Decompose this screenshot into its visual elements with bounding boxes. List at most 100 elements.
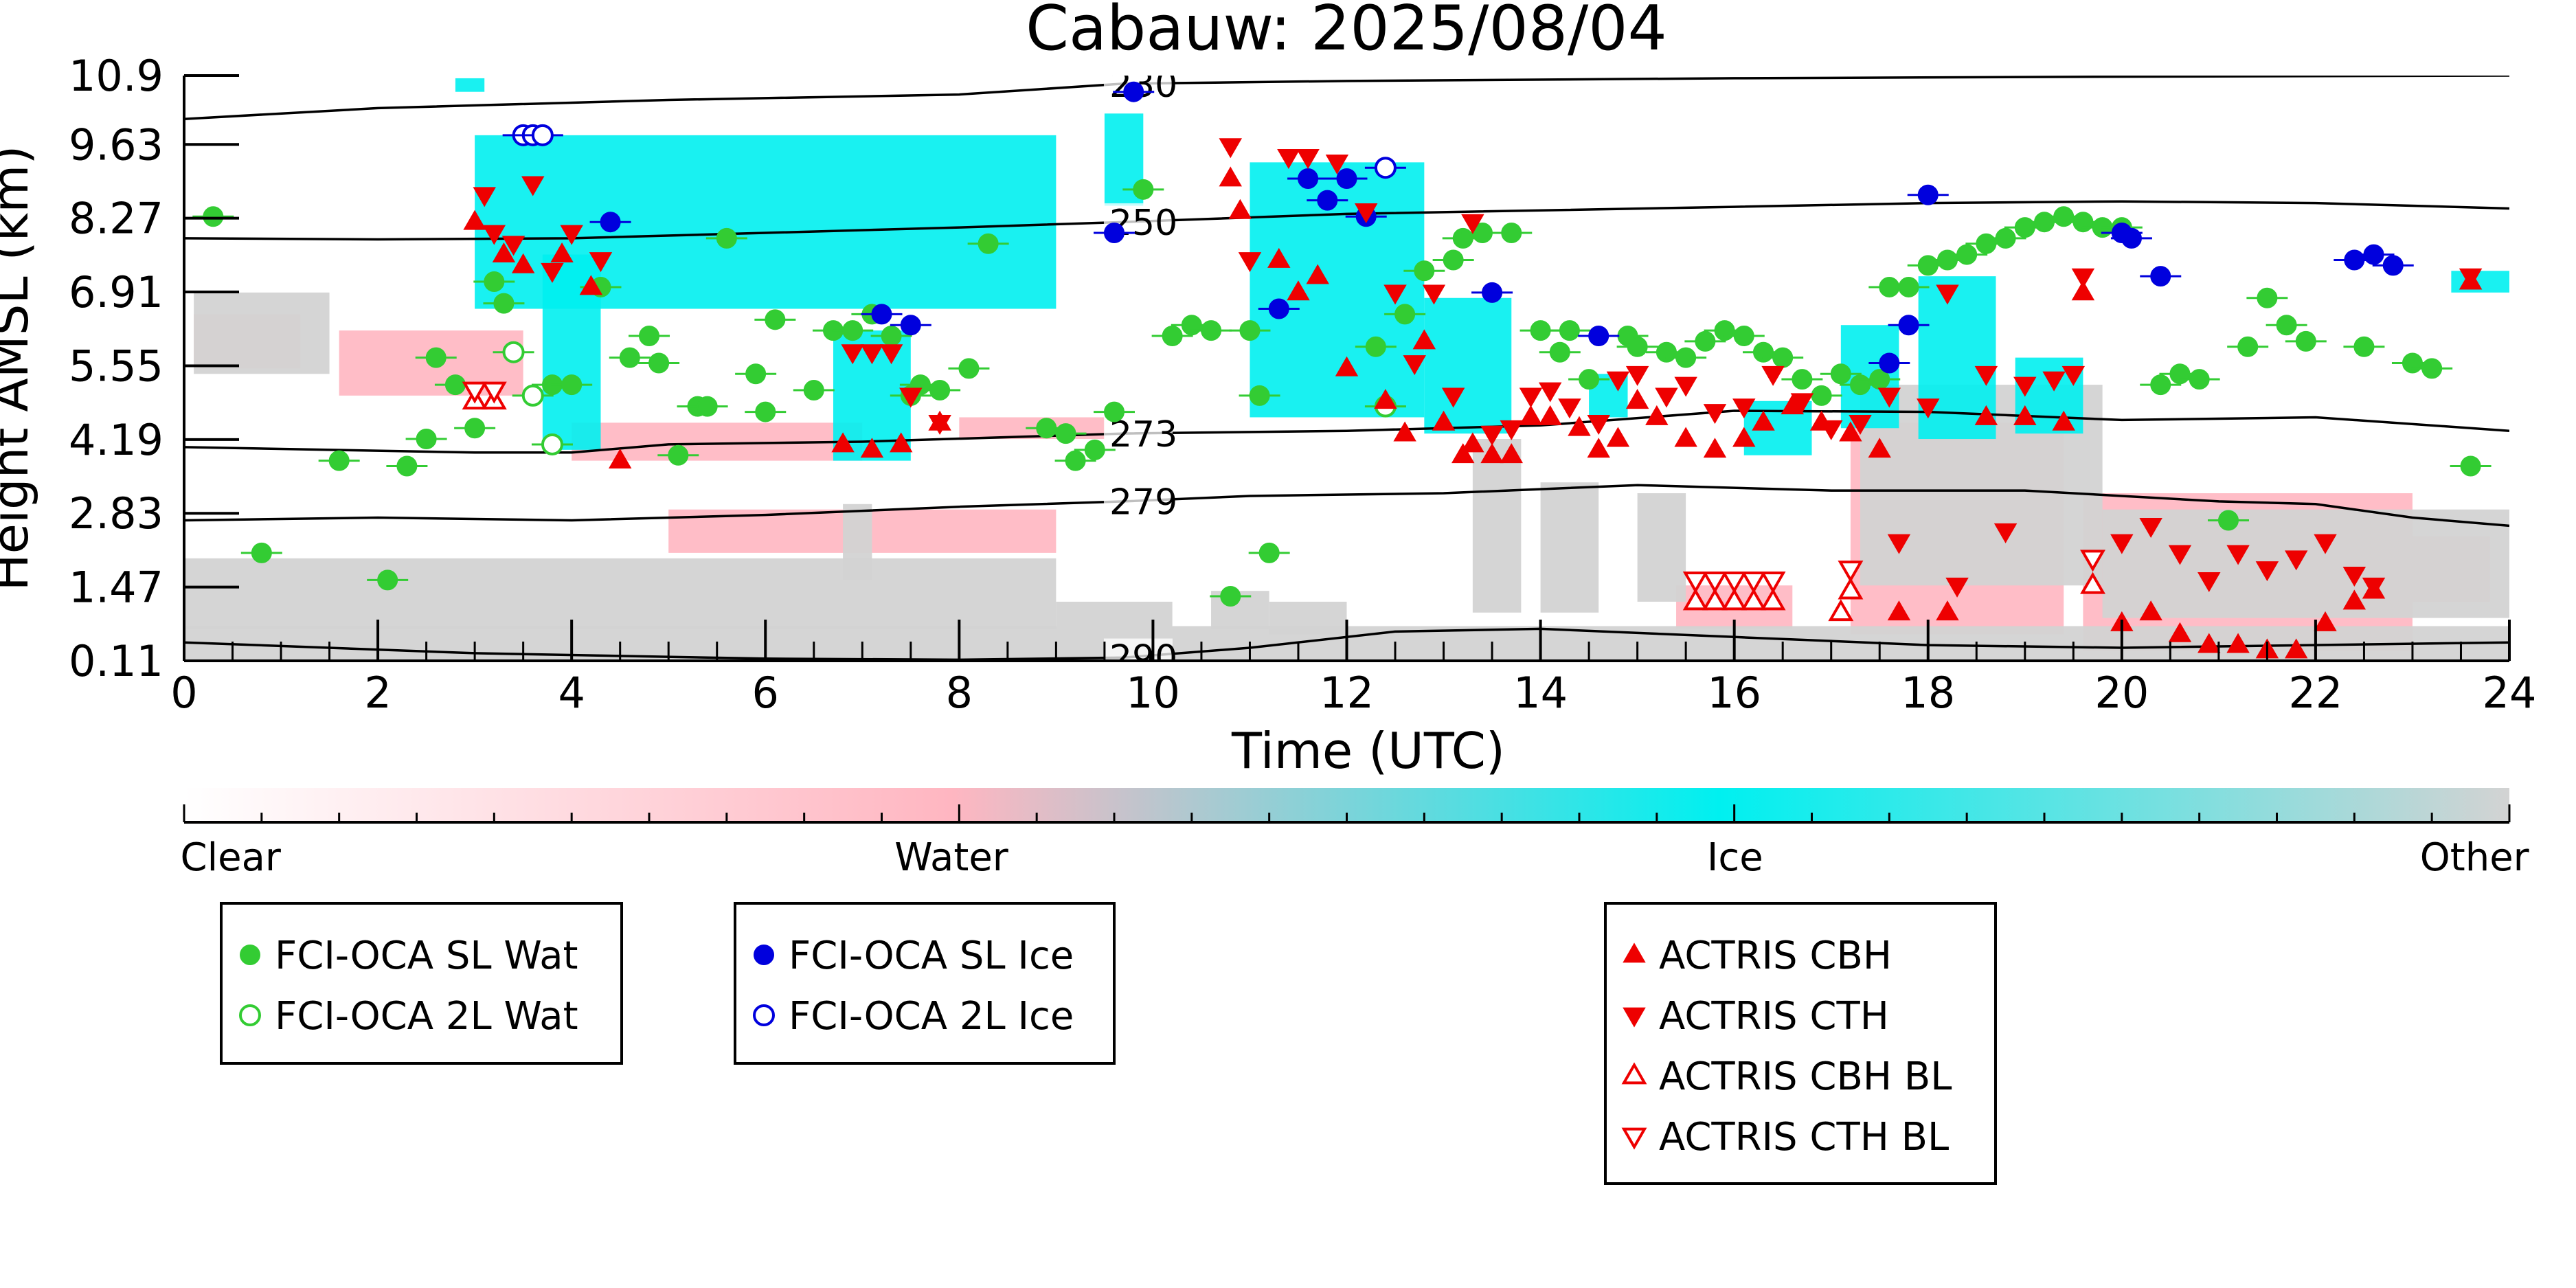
background-other-region xyxy=(1269,601,1347,635)
data-point xyxy=(1868,438,1891,458)
data-point xyxy=(958,358,980,379)
data-point xyxy=(1703,438,1727,458)
data-point xyxy=(1383,284,1407,305)
data-point xyxy=(1104,222,1125,243)
data-point xyxy=(608,449,632,469)
y-tick-label: 6.91 xyxy=(69,267,163,317)
data-point xyxy=(1732,427,1756,447)
data-point xyxy=(550,242,574,262)
data-point xyxy=(2276,315,2297,336)
data-point xyxy=(2363,244,2384,265)
y-tick-label: 1.47 xyxy=(69,563,163,613)
data-point xyxy=(1945,577,1969,598)
series-fci-oca-sl-ice xyxy=(589,81,2414,374)
data-point xyxy=(2362,577,2386,598)
data-point xyxy=(501,236,526,256)
background-other-region xyxy=(194,292,330,374)
isotherm-label-bg xyxy=(1103,482,1173,520)
data-point xyxy=(1239,320,1261,341)
data-point xyxy=(1201,320,1222,341)
data-point xyxy=(2150,374,2171,396)
data-point xyxy=(1702,571,1728,594)
data-point xyxy=(1414,260,1435,282)
data-point xyxy=(1306,264,1329,284)
data-point xyxy=(1645,405,1669,425)
data-point xyxy=(1811,385,1832,406)
background-ice-region xyxy=(455,78,485,92)
isotherm-label: 273 xyxy=(1109,414,1177,455)
data-point xyxy=(425,347,447,368)
data-point xyxy=(2072,212,2094,233)
background-other-region xyxy=(1540,482,1599,613)
data-point xyxy=(463,210,486,230)
data-point xyxy=(416,429,437,450)
data-point xyxy=(1238,252,1262,273)
data-point xyxy=(2402,352,2423,374)
data-point xyxy=(648,352,670,374)
data-point xyxy=(2071,268,2095,289)
background-other-region xyxy=(1472,439,1522,613)
data-point xyxy=(842,320,863,341)
data-point xyxy=(2460,455,2481,477)
data-point xyxy=(755,401,776,422)
x-tick-label: 20 xyxy=(2094,668,2149,718)
data-point xyxy=(1976,233,1997,254)
legend-frame xyxy=(220,902,623,1065)
data-point xyxy=(1752,341,1774,363)
data-point xyxy=(1625,365,1649,386)
data-point xyxy=(1403,355,1426,376)
data-point xyxy=(1538,382,1562,403)
legend-box: FCI-OCA SL Ice FCI-OCA 2L Ice xyxy=(734,902,1116,1065)
data-point xyxy=(1084,439,1105,460)
isotherm-line xyxy=(184,409,2509,454)
data-point xyxy=(1228,199,1252,219)
data-point xyxy=(1936,600,1959,621)
data-point xyxy=(1287,280,1310,301)
data-point xyxy=(589,252,613,273)
data-point xyxy=(1500,420,1524,440)
data-point xyxy=(928,414,951,435)
legend-entry-label: FCI-OCA SL Ice xyxy=(789,934,1074,978)
data-point xyxy=(1674,376,1697,397)
background-other-region xyxy=(184,558,1057,629)
data-point xyxy=(2342,589,2366,610)
data-point xyxy=(1790,393,1814,414)
data-point xyxy=(900,315,921,336)
data-point xyxy=(2226,545,2250,565)
data-point xyxy=(561,374,583,396)
y-tick-label: 5.55 xyxy=(69,341,163,391)
data-point xyxy=(1451,443,1475,464)
data-point xyxy=(1480,443,1504,464)
data-point xyxy=(1422,284,1446,305)
data-point xyxy=(668,444,689,466)
data-point xyxy=(2459,268,2483,289)
data-point xyxy=(2110,534,2134,554)
data-point xyxy=(1501,222,1522,243)
legend-entry-label: FCI-OCA 2L Wat xyxy=(275,994,578,1039)
data-point xyxy=(1830,363,1851,385)
data-point xyxy=(745,363,767,385)
data-point xyxy=(1296,149,1320,170)
data-point xyxy=(1732,398,1756,419)
data-point xyxy=(579,275,603,295)
data-point xyxy=(2034,212,2055,233)
data-point xyxy=(493,293,515,314)
x-tick-label: 12 xyxy=(1320,668,1374,718)
colorbar-label: Water xyxy=(894,835,1009,880)
data-point xyxy=(1623,942,1646,963)
data-point xyxy=(396,455,418,477)
data-point xyxy=(1394,304,1416,325)
data-point xyxy=(1219,138,1242,159)
data-point xyxy=(754,945,774,965)
x-tick-label: 6 xyxy=(752,668,779,718)
data-point xyxy=(1519,405,1543,425)
data-point xyxy=(1219,166,1242,187)
data-point xyxy=(1898,276,1919,297)
data-point xyxy=(1721,571,1748,594)
background-other-region xyxy=(2102,509,2509,618)
axes: 0 2 4 6 8 10 12 14 16 18 20 22 240.111.472.834.195.5… xyxy=(69,51,2537,718)
data-point xyxy=(803,379,824,400)
data-point xyxy=(444,374,466,396)
data-point xyxy=(1655,387,1678,408)
